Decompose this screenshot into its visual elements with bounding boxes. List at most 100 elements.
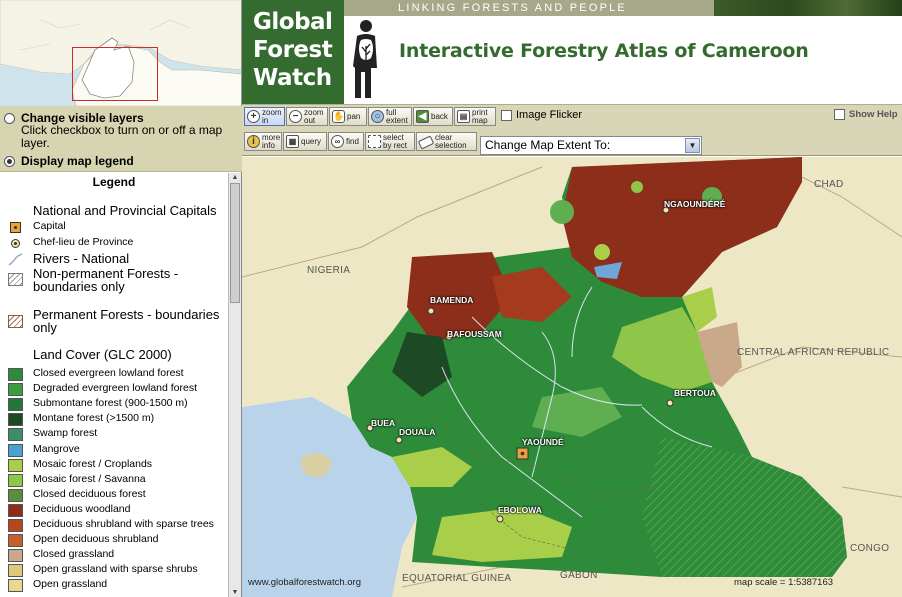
query-icon: ▦ bbox=[286, 135, 299, 148]
scroll-thumb[interactable] bbox=[230, 183, 240, 303]
land-cover-swatch bbox=[8, 473, 23, 487]
permanent-forest-swatch bbox=[8, 315, 23, 328]
land-cover-swatch bbox=[8, 564, 23, 578]
full-extent-button[interactable]: ○ full extent bbox=[368, 107, 412, 126]
land-cover-swatch bbox=[8, 368, 23, 381]
country-label-equatorial-guinea: EQUATORIAL GUINEA bbox=[402, 573, 512, 584]
overview-extent-box[interactable] bbox=[72, 47, 158, 101]
city-label-yaounde[interactable]: YAOUNDÉ bbox=[522, 437, 564, 447]
map-extent-select-value: Change Map Extent To: bbox=[485, 138, 611, 152]
scroll-down-icon[interactable]: ▼ bbox=[231, 589, 239, 596]
change-layers-description: Click checkbox to turn on or off a map l… bbox=[21, 123, 223, 150]
change-layers-option[interactable]: Change visible layers bbox=[4, 111, 144, 125]
logo-line-2: Forest bbox=[253, 37, 333, 63]
page-title: Interactive Forestry Atlas of Cameroon bbox=[399, 40, 809, 62]
select-by-rect-label: select by rect bbox=[383, 132, 408, 150]
zoom-out-icon: − bbox=[289, 110, 302, 123]
country-label-car: CENTRAL AFRICAN REPUBLIC bbox=[737, 347, 890, 358]
zoom-in-icon: + bbox=[247, 110, 260, 123]
legend-item-capital: Capital bbox=[0, 220, 228, 235]
print-map-button[interactable]: ▤ print map bbox=[454, 107, 496, 126]
legend-label: Submontane forest (900-1500 m) bbox=[33, 397, 188, 410]
show-help-toggle[interactable]: Show Help bbox=[834, 109, 898, 120]
legend-label: Non-permanent Forests - boundaries only bbox=[33, 266, 179, 294]
legend-item-chef-lieu: Chef-lieu de Province bbox=[0, 236, 228, 251]
legend-label: Closed deciduous forest bbox=[33, 487, 146, 500]
legend-item-permanent: Permanent Forests - boundaries only bbox=[0, 308, 228, 340]
query-button[interactable]: ▦ query bbox=[283, 132, 327, 151]
tagline-bar: LINKING FORESTS AND PEOPLE bbox=[344, 0, 714, 16]
query-label: query bbox=[301, 136, 322, 146]
legend-title: Legend bbox=[92, 175, 136, 189]
legend-scrollbar[interactable]: ▲ ▼ bbox=[228, 173, 241, 597]
zoom-out-button[interactable]: − zoom out bbox=[286, 107, 328, 126]
display-legend-option[interactable]: Display map legend bbox=[4, 154, 134, 168]
show-help-checkbox[interactable] bbox=[834, 109, 845, 120]
pan-button[interactable]: ✋ pan bbox=[329, 107, 367, 126]
display-legend-radio[interactable] bbox=[4, 156, 15, 167]
zoom-in-button[interactable]: + zoom in bbox=[244, 107, 285, 126]
legend-item-rivers: Rivers - National bbox=[0, 251, 228, 267]
legend-label: Swamp forest bbox=[33, 427, 98, 440]
city-label-douala[interactable]: DOUALA bbox=[399, 427, 436, 437]
legend-label: Open deciduous shrubland bbox=[33, 533, 159, 546]
back-button[interactable]: ◀ back bbox=[413, 107, 453, 126]
find-label: find bbox=[346, 136, 359, 146]
printer-icon: ▤ bbox=[457, 110, 470, 123]
land-cover-swatch bbox=[8, 458, 23, 472]
main-map[interactable]: NGAOUNDÉRÉ BAMENDA BAFOUSSAM BERTOUA BUE… bbox=[242, 157, 902, 597]
legend-label: Degraded evergreen lowland forest bbox=[33, 382, 198, 395]
legend-label: Mosaic forest / Savanna bbox=[33, 472, 146, 485]
city-label-buea[interactable]: BUEA bbox=[371, 418, 396, 428]
select-by-rect-button[interactable]: select by rect bbox=[365, 132, 415, 151]
legend-item-land-cover: Deciduous shrubland with sparse trees bbox=[0, 518, 228, 533]
legend-item-land-cover: Mosaic forest / Croplands bbox=[0, 458, 228, 473]
land-cover-swatch bbox=[8, 428, 23, 442]
image-flicker-toggle[interactable]: Image Flicker bbox=[501, 109, 582, 121]
land-cover-swatch bbox=[8, 383, 23, 397]
more-info-button[interactable]: i more info bbox=[244, 132, 282, 151]
cameroon-map-canvas bbox=[242, 157, 902, 597]
overview-map[interactable] bbox=[0, 0, 242, 106]
legend-item-land-cover: Closed grassland bbox=[0, 548, 228, 563]
land-cover-swatch bbox=[8, 579, 23, 593]
globe-icon: ○ bbox=[371, 110, 384, 123]
binoculars-icon: ∞ bbox=[331, 135, 344, 148]
find-button[interactable]: ∞ find bbox=[328, 132, 364, 151]
land-cover-swatch bbox=[8, 549, 23, 563]
legend-item-land-cover: Submontane forest (900-1500 m) bbox=[0, 397, 228, 412]
show-help-label: Show Help bbox=[849, 109, 898, 120]
forest-photo-strip bbox=[714, 0, 902, 16]
website-url-link[interactable]: www.globalforestwatch.org bbox=[248, 577, 361, 588]
land-cover-swatch bbox=[8, 534, 23, 548]
legend-item-land-cover: Open deciduous shrubland bbox=[0, 533, 228, 548]
capitals-heading: National and Provincial Capitals bbox=[33, 203, 217, 218]
country-label-gabon: GABON bbox=[560, 570, 598, 581]
gfw-logo[interactable]: Global Forest Watch bbox=[242, 0, 344, 104]
city-label-bafoussam[interactable]: BAFOUSSAM bbox=[447, 329, 502, 339]
scroll-up-icon[interactable]: ▲ bbox=[231, 174, 239, 181]
image-flicker-checkbox[interactable] bbox=[501, 109, 512, 121]
city-label-ebolowa[interactable]: EBOLOWA bbox=[498, 505, 542, 515]
chevron-down-icon[interactable]: ▼ bbox=[685, 138, 700, 153]
map-toolbar: + zoom in − zoom out ✋ pan ○ full extent ◀ ba… bbox=[242, 104, 902, 156]
change-layers-radio[interactable] bbox=[4, 113, 15, 124]
legend-label: Rivers - National bbox=[33, 251, 130, 266]
land-cover-swatch bbox=[8, 443, 23, 457]
back-arrow-icon: ◀ bbox=[416, 110, 429, 123]
capital-marker[interactable] bbox=[516, 447, 529, 460]
legend-item-land-cover: Mangrove bbox=[0, 443, 228, 458]
clear-selection-button[interactable]: clear selection bbox=[416, 132, 477, 151]
city-label-ngaoundere[interactable]: NGAOUNDÉRÉ bbox=[664, 199, 726, 209]
country-label-chad: CHAD bbox=[814, 179, 844, 190]
legend-label: Chef-lieu de Province bbox=[33, 236, 134, 248]
map-extent-select[interactable]: Change Map Extent To: ▼ bbox=[480, 136, 702, 155]
logo-line-3: Watch bbox=[253, 65, 332, 91]
legend-label: Deciduous woodland bbox=[33, 502, 131, 515]
city-label-bamenda[interactable]: BAMENDA bbox=[430, 295, 474, 305]
legend-item-land-cover: Degraded evergreen lowland forest bbox=[0, 382, 228, 397]
city-label-bertoua[interactable]: BERTOUA bbox=[674, 388, 716, 398]
land-cover-swatch bbox=[8, 519, 23, 532]
eraser-icon bbox=[417, 135, 435, 150]
logo-line-1: Global bbox=[253, 9, 333, 35]
